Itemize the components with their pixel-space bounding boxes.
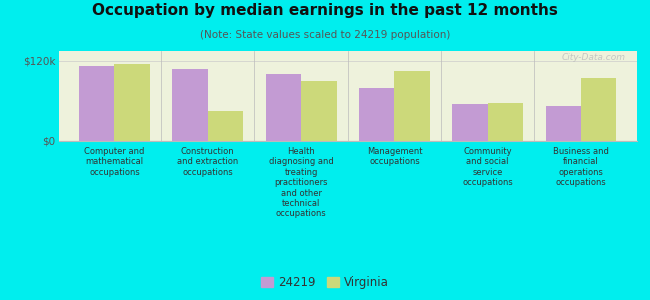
Text: Occupation by median earnings in the past 12 months: Occupation by median earnings in the pas… <box>92 3 558 18</box>
Bar <box>545 106 581 141</box>
Text: Business and
financial
operations
occupations: Business and financial operations occupa… <box>553 147 609 187</box>
Text: City-Data.com: City-Data.com <box>562 53 625 62</box>
Legend: 24219, Virginia: 24219, Virginia <box>259 273 391 291</box>
Bar <box>488 103 523 141</box>
Text: Community
and social
service
occupations: Community and social service occupations <box>462 147 513 187</box>
Text: Health
diagnosing and
treating
practitioners
and other
technical
occupations: Health diagnosing and treating practitio… <box>268 147 333 218</box>
Text: Computer and
mathematical
occupations: Computer and mathematical occupations <box>84 147 145 177</box>
Text: Management
occupations: Management occupations <box>367 147 422 167</box>
Text: (Note: State values scaled to 24219 population): (Note: State values scaled to 24219 popu… <box>200 30 450 40</box>
Bar <box>266 74 301 141</box>
Bar <box>395 71 430 141</box>
Bar <box>359 88 395 141</box>
Bar <box>172 69 208 141</box>
Bar <box>79 66 114 141</box>
Bar <box>208 111 243 141</box>
Text: Construction
and extraction
occupations: Construction and extraction occupations <box>177 147 239 177</box>
Bar <box>581 78 616 141</box>
Bar <box>301 81 337 141</box>
Bar <box>114 64 150 141</box>
Bar <box>452 104 488 141</box>
